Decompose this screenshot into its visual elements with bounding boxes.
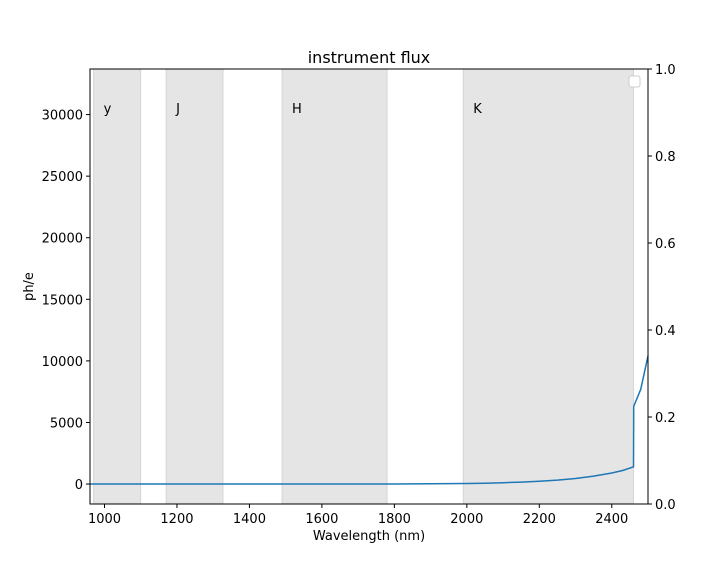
series-lines [90, 355, 649, 485]
y-tick-label: 25000 [42, 170, 83, 185]
band-label-K: K [473, 102, 482, 117]
y2-tick-label: 0.0 [655, 498, 676, 513]
band-K [462, 68, 634, 505]
band-J [165, 68, 224, 505]
x-tick-label: 1000 [88, 512, 121, 527]
x-tick-label: 1800 [378, 512, 411, 527]
series-line-0 [90, 355, 649, 485]
y2-axis-ticks: 0.0 0.2 0.4 0.6 0.8 1.0 [648, 63, 676, 513]
y-tick-label: 5000 [50, 416, 83, 431]
y-tick-label: 15000 [42, 293, 83, 308]
band-label-J: J [175, 102, 180, 117]
x-tick-label: 2400 [595, 512, 628, 527]
x-axis-ticks: 1000 1200 1400 1600 1800 2000 2200 2400 [88, 504, 628, 527]
x-tick-label: 2200 [523, 512, 556, 527]
x-axis-label: Wavelength (nm) [313, 529, 425, 544]
x-tick-label: 2000 [450, 512, 483, 527]
y-axis-ticks: 0 5000 10000 15000 20000 25000 30000 [42, 109, 90, 493]
x-tick-label: 1600 [305, 512, 338, 527]
band-label-y: y [104, 102, 112, 117]
y-tick-label: 20000 [42, 232, 83, 247]
legend-box [628, 75, 641, 88]
y2-tick-label: 1.0 [655, 63, 676, 78]
band-regions [93, 68, 634, 505]
band-label-H: H [292, 102, 302, 117]
y2-tick-label: 0.2 [655, 411, 676, 426]
y-tick-label: 30000 [42, 109, 83, 124]
y-tick-label: 10000 [42, 355, 83, 370]
axes-frame [89, 68, 649, 505]
x-tick-label: 1200 [160, 512, 193, 527]
y2-tick-label: 0.4 [655, 324, 676, 339]
y-axis-label: ph/e [22, 272, 37, 301]
band-y [93, 68, 142, 505]
y-tick-label: 0 [75, 478, 83, 493]
y2-tick-label: 0.8 [655, 150, 676, 165]
chart-title: instrument flux [308, 48, 431, 67]
band-H [281, 68, 388, 505]
y2-tick-label: 0.6 [655, 237, 676, 252]
x-tick-label: 1400 [233, 512, 266, 527]
